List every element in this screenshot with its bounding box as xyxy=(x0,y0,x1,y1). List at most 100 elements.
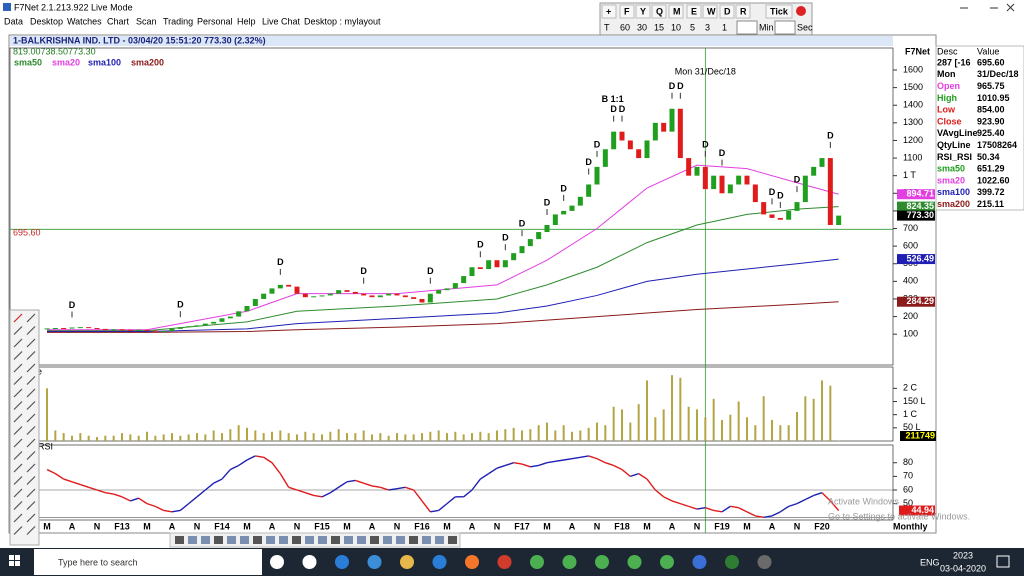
tool-icon[interactable] xyxy=(13,351,23,360)
taskbar-app[interactable] xyxy=(400,555,414,569)
tool-button[interactable] xyxy=(266,536,275,544)
tool-button[interactable] xyxy=(435,536,444,544)
taskbar-app[interactable] xyxy=(367,555,382,569)
menu-item[interactable]: Trading xyxy=(163,16,193,26)
tool-button[interactable] xyxy=(279,536,288,544)
tool-icon[interactable] xyxy=(13,463,23,473)
taskbar-app[interactable] xyxy=(497,555,512,569)
tool-button[interactable] xyxy=(240,536,249,544)
tool-icon[interactable] xyxy=(13,313,23,323)
toolbar-button[interactable] xyxy=(651,4,667,19)
start-icon[interactable] xyxy=(9,555,14,560)
toolbar-button[interactable] xyxy=(635,4,651,19)
tool-icon[interactable] xyxy=(26,438,36,448)
toolbar-label[interactable]: Y xyxy=(640,6,646,16)
toolbar-label[interactable]: 1 xyxy=(722,22,727,32)
toolbar-button[interactable] xyxy=(619,4,635,19)
taskbar-app[interactable] xyxy=(302,555,317,569)
tool-icon[interactable] xyxy=(26,338,36,348)
toolbar-button[interactable] xyxy=(765,4,793,19)
start-icon[interactable] xyxy=(9,561,14,566)
toolbar-button[interactable] xyxy=(735,4,751,19)
taskbar-app[interactable] xyxy=(757,555,772,569)
tool-button[interactable] xyxy=(357,536,366,544)
taskbar-app[interactable] xyxy=(465,555,479,569)
tool-button[interactable] xyxy=(214,536,223,544)
tool-icon[interactable] xyxy=(26,526,36,535)
tool-button[interactable] xyxy=(188,536,197,544)
tool-icon[interactable] xyxy=(13,438,23,448)
tool-icon[interactable] xyxy=(13,513,23,523)
tool-icon[interactable] xyxy=(13,488,23,498)
taskbar-app[interactable] xyxy=(627,555,642,569)
tool-button[interactable] xyxy=(175,536,184,544)
tool-icon[interactable] xyxy=(26,476,36,485)
taskbar-app[interactable] xyxy=(595,555,609,569)
tool-icon[interactable] xyxy=(26,388,36,398)
taskbar-app[interactable] xyxy=(335,555,349,569)
toolbar-button[interactable] xyxy=(719,4,735,19)
taskbar-app[interactable] xyxy=(530,555,544,569)
toolbar-label[interactable]: T xyxy=(604,22,610,32)
toolbar-label[interactable]: D xyxy=(724,6,731,16)
start-icon[interactable] xyxy=(15,555,20,560)
toolbar-label[interactable]: M xyxy=(673,6,681,16)
toolbar-label[interactable]: 10 xyxy=(671,22,681,32)
input-box[interactable] xyxy=(774,20,796,35)
close-button[interactable] xyxy=(1006,3,1015,12)
search-placeholder[interactable]: Type here to search xyxy=(58,557,138,567)
toolbar-label[interactable]: Tick xyxy=(770,6,789,16)
taskbar-app[interactable] xyxy=(562,555,577,569)
tool-icon[interactable] xyxy=(26,463,36,473)
tool-icon[interactable] xyxy=(13,526,23,535)
taskbar-app[interactable] xyxy=(270,555,284,569)
tool-button[interactable] xyxy=(201,536,210,544)
tool-icon[interactable] xyxy=(13,413,23,423)
taskbar-app[interactable] xyxy=(692,555,707,569)
tool-button[interactable] xyxy=(344,536,353,544)
tool-button[interactable] xyxy=(422,536,431,544)
tool-icon[interactable] xyxy=(13,426,23,435)
tool-icon[interactable] xyxy=(26,413,36,423)
toolbar-label[interactable]: 30 xyxy=(637,22,647,32)
tool-icon[interactable] xyxy=(26,488,36,498)
toolbar-label[interactable]: W xyxy=(707,6,716,16)
start-icon[interactable] xyxy=(15,561,20,566)
tool-icon[interactable] xyxy=(26,351,36,360)
toolbar-label[interactable]: F xyxy=(624,6,630,16)
tool-button[interactable] xyxy=(383,536,392,544)
toolbar-label[interactable]: 3 xyxy=(705,22,710,32)
taskbar-app[interactable] xyxy=(725,555,739,569)
tool-icon[interactable] xyxy=(26,426,36,435)
tool-icon[interactable] xyxy=(13,363,23,373)
tool-icon[interactable] xyxy=(26,513,36,523)
menu-item[interactable]: Desktop : mylayout xyxy=(304,16,381,26)
tool-button[interactable] xyxy=(292,536,301,544)
tool-button[interactable] xyxy=(305,536,314,544)
search-box[interactable] xyxy=(34,549,262,575)
tool-icon[interactable] xyxy=(13,326,23,335)
menu-item[interactable]: Watches xyxy=(67,16,102,26)
tool-button[interactable] xyxy=(409,536,418,544)
toolbar-button[interactable] xyxy=(686,4,702,19)
menu-item[interactable]: Chart xyxy=(107,16,130,26)
tool-icon[interactable] xyxy=(26,363,36,373)
tool-button[interactable] xyxy=(227,536,236,544)
close-chart-icon[interactable] xyxy=(796,6,806,16)
tool-icon[interactable] xyxy=(26,313,36,323)
tool-button[interactable] xyxy=(318,536,327,544)
toolbar-label[interactable]: 60 xyxy=(620,22,630,32)
menu-item[interactable]: Help xyxy=(237,16,256,26)
taskbar-app[interactable] xyxy=(432,555,447,569)
tool-icon[interactable] xyxy=(13,401,23,410)
menu-item[interactable]: Data xyxy=(4,16,23,26)
toolbar-label[interactable]: + xyxy=(606,6,611,16)
toolbar-button[interactable] xyxy=(702,4,718,19)
taskbar-app[interactable] xyxy=(660,555,674,569)
toolbar-button[interactable] xyxy=(668,4,684,19)
menu-item[interactable]: Desktop xyxy=(30,16,63,26)
tool-icon[interactable] xyxy=(26,326,36,335)
menu-item[interactable]: Live Chat xyxy=(262,16,301,26)
notification-icon[interactable] xyxy=(996,555,1010,568)
tool-icon[interactable] xyxy=(13,376,23,385)
